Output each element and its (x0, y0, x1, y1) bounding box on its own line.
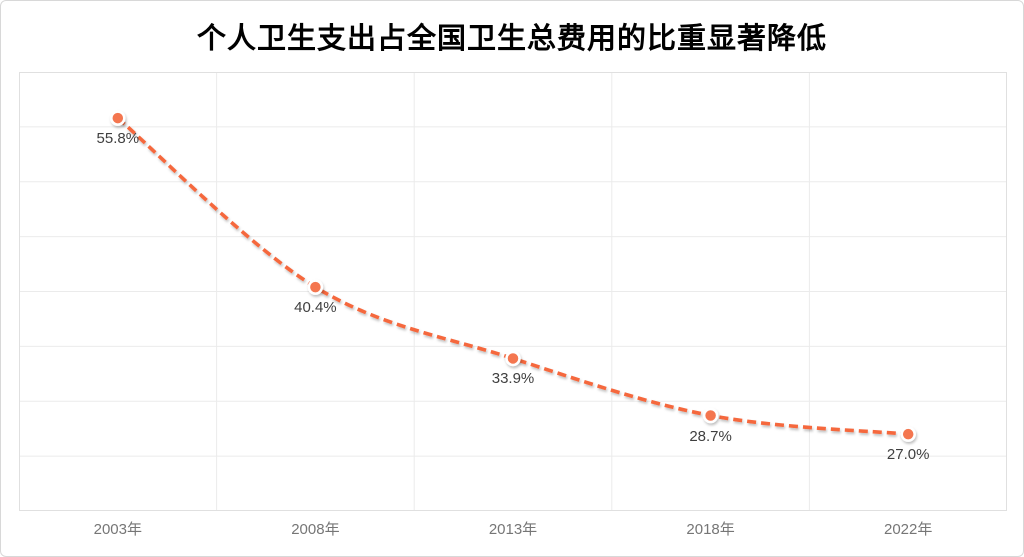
x-axis-tick-label: 2003年 (93, 521, 142, 538)
x-axis-tick-label: 2022年 (884, 521, 933, 538)
data-point-marker (110, 110, 126, 126)
x-axis-tick-label: 2013年 (488, 521, 538, 538)
x-axis-tick-label: 2018年 (686, 521, 735, 538)
data-point-marker (702, 407, 719, 424)
x-axis: 2003年 2008年 2013年 2018年 2022年 (19, 515, 1007, 541)
point-value-label: 28.7% (689, 427, 732, 445)
data-point-marker (900, 426, 916, 442)
x-axis-tick-label: 2008年 (291, 521, 340, 538)
chart-title: 个人卫生支出占全国卫生总费用的比重显著降低 (196, 23, 827, 55)
plot-area: 55.8% 40.4% 33.9% 28.7% 27.0% (19, 72, 1007, 511)
data-point-marker (307, 279, 324, 295)
point-value-label: 33.9% (491, 370, 535, 388)
plot-border (19, 72, 1007, 511)
point-value-label: 27.0% (886, 446, 930, 464)
point-value-label: 55.8% (96, 130, 140, 148)
data-point-marker (505, 350, 521, 367)
point-value-label: 40.4% (294, 299, 337, 317)
line-chart-canvas (19, 72, 1007, 511)
